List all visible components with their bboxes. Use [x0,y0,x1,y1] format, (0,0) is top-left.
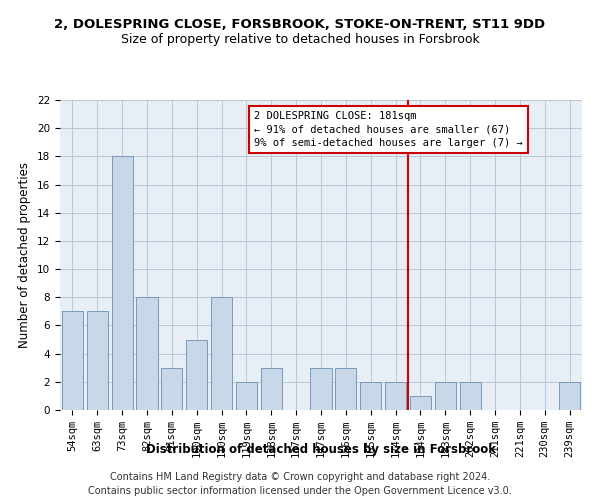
Text: Distribution of detached houses by size in Forsbrook: Distribution of detached houses by size … [146,442,496,456]
Text: 2 DOLESPRING CLOSE: 181sqm
← 91% of detached houses are smaller (67)
9% of semi-: 2 DOLESPRING CLOSE: 181sqm ← 91% of deta… [254,112,523,148]
Text: Contains HM Land Registry data © Crown copyright and database right 2024.: Contains HM Land Registry data © Crown c… [110,472,490,482]
Bar [161,368,182,410]
Bar [335,368,356,410]
Bar [360,382,381,410]
Bar [410,396,431,410]
Text: 2, DOLESPRING CLOSE, FORSBROOK, STOKE-ON-TRENT, ST11 9DD: 2, DOLESPRING CLOSE, FORSBROOK, STOKE-ON… [55,18,545,30]
Bar [310,368,332,410]
Bar [136,298,158,410]
Bar [87,312,108,410]
Bar [112,156,133,410]
Bar [460,382,481,410]
Text: Contains public sector information licensed under the Open Government Licence v3: Contains public sector information licen… [88,486,512,496]
Bar [62,312,83,410]
Bar [186,340,207,410]
Bar [236,382,257,410]
Text: Size of property relative to detached houses in Forsbrook: Size of property relative to detached ho… [121,32,479,46]
Bar [211,298,232,410]
Bar [385,382,406,410]
Y-axis label: Number of detached properties: Number of detached properties [19,162,31,348]
Bar [559,382,580,410]
Bar [261,368,282,410]
Bar [435,382,456,410]
